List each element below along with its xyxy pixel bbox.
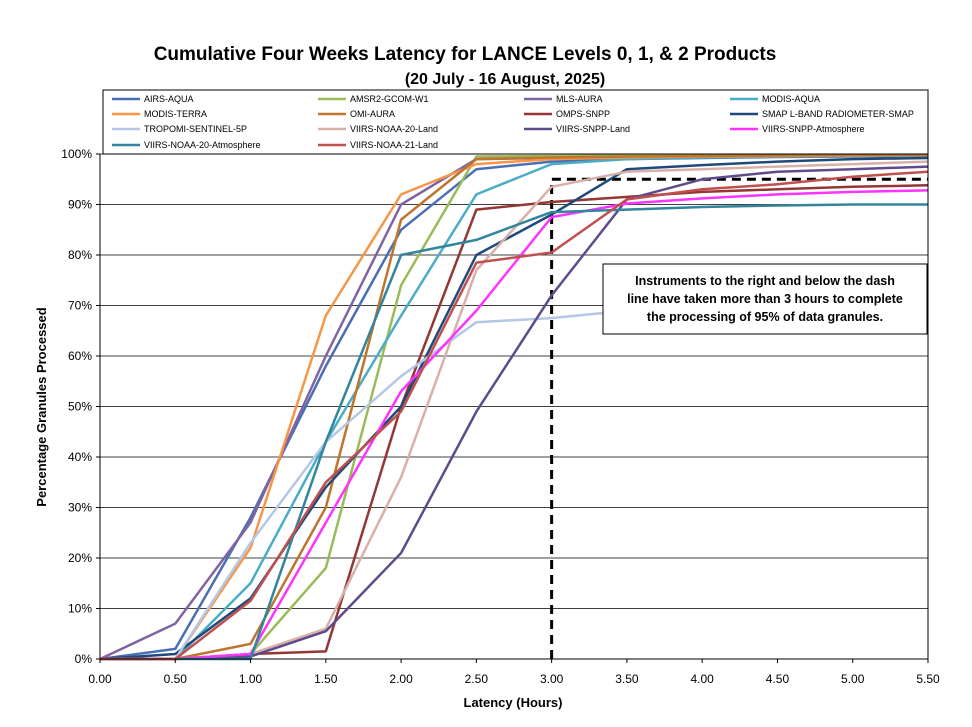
y-tick-label: 20% bbox=[68, 551, 92, 565]
series-line-smap-l-band-radiometer-smap bbox=[99, 156, 929, 661]
annotation-line: Instruments to the right and below the d… bbox=[635, 274, 895, 288]
series-lines bbox=[99, 153, 929, 661]
series-line-viirs-noaa-21-land bbox=[100, 170, 929, 661]
legend-label-viirs-noaa-21-land: VIIRS-NOAA-21-Land bbox=[350, 140, 438, 150]
legend: AIRS-AQUA AMSR2-GCOM-W1 MLS-AURA MODIS-AQUA… bbox=[102, 89, 929, 155]
x-tick-label: 3.50 bbox=[615, 672, 639, 686]
x-tick-label: 0.50 bbox=[164, 672, 188, 686]
x-tick-label: 2.50 bbox=[465, 672, 489, 686]
series-line-viirs-snpp-atmosphere bbox=[100, 189, 929, 661]
y-tick-label: 30% bbox=[68, 501, 92, 515]
legend-label-mls-aura: MLS-AURA bbox=[556, 94, 603, 104]
y-tick-label: 50% bbox=[68, 400, 92, 414]
x-tick-label: 5.50 bbox=[916, 672, 940, 686]
y-tick-label: 80% bbox=[68, 248, 92, 262]
x-tick-label: 3.00 bbox=[540, 672, 564, 686]
x-tick-label: 0.00 bbox=[88, 672, 112, 686]
x-tick-label: 5.00 bbox=[841, 672, 865, 686]
threshold-dashed-line bbox=[550, 177, 928, 659]
x-tick-label: 1.00 bbox=[239, 672, 263, 686]
legend-label-smap-l-band-radiometer-smap: SMAP L-BAND RADIOMETER-SMAP bbox=[762, 109, 914, 119]
x-tick-labels: 0.00 0.50 1.00 1.50 2.00 2.50 3.00 3.50 4.00 4.50… bbox=[88, 659, 940, 686]
series-line-viirs-snpp-land bbox=[100, 165, 929, 661]
legend-label-viirs-noaa-20-land: VIIRS-NOAA-20-Land bbox=[350, 124, 438, 134]
x-tick-label: 2.00 bbox=[389, 672, 413, 686]
legend-label-omi-aura: OMI-AURA bbox=[350, 109, 395, 119]
chart-title: Cumulative Four Weeks Latency for LANCE … bbox=[154, 44, 777, 65]
annotation-box: Instruments to the right and below the d… bbox=[602, 263, 928, 335]
legend-label-tropomi-sentinel-5p: TROPOMI-SENTINEL-5P bbox=[144, 124, 247, 134]
legend-label-viirs-noaa-20-atmosphere: VIIRS-NOAA-20-Atmosphere bbox=[144, 140, 261, 150]
y-tick-label: 90% bbox=[68, 198, 92, 212]
y-tick-label: 0% bbox=[75, 652, 93, 666]
x-axis-title: Latency (Hours) bbox=[464, 695, 563, 710]
legend-label-viirs-snpp-atmosphere: VIIRS-SNPP-Atmosphere bbox=[762, 124, 865, 134]
x-tick-label: 4.50 bbox=[766, 672, 790, 686]
legend-label-modis-terra: MODIS-TERRA bbox=[144, 109, 207, 119]
series-line-omi-aura bbox=[100, 153, 928, 661]
x-tick-label: 1.50 bbox=[314, 672, 338, 686]
legend-label-viirs-snpp-land: VIIRS-SNPP-Land bbox=[556, 124, 630, 134]
chart-subtitle: (20 July - 16 August, 2025) bbox=[405, 71, 605, 88]
annotation-frame bbox=[602, 263, 928, 335]
y-tick-label: 10% bbox=[68, 602, 92, 616]
annotation-line: the processing of 95% of data granules. bbox=[647, 310, 883, 324]
legend-label-airs-aqua: AIRS-AQUA bbox=[144, 94, 194, 104]
y-tick-labels: 0% 10% 20% 30% 40% 50% 60% 70% 80% 90% 100% bbox=[61, 147, 100, 666]
annotation-line: line have taken more than 3 hours to com… bbox=[627, 292, 903, 306]
y-tick-label: 70% bbox=[68, 299, 92, 313]
threshold-line bbox=[550, 177, 928, 659]
legend-label-modis-aqua: MODIS-AQUA bbox=[762, 94, 820, 104]
y-tick-label: 40% bbox=[68, 450, 92, 464]
y-axis-title: Percentage Granules Processed bbox=[34, 307, 49, 506]
x-tick-label: 4.00 bbox=[691, 672, 715, 686]
legend-box bbox=[102, 89, 929, 155]
y-tick-label: 60% bbox=[68, 349, 92, 363]
legend-label-amsr2-gcom-w1: AMSR2-GCOM-W1 bbox=[350, 94, 429, 104]
y-tick-label: 100% bbox=[61, 147, 92, 161]
legend-label-omps-snpp: OMPS-SNPP bbox=[556, 109, 610, 119]
